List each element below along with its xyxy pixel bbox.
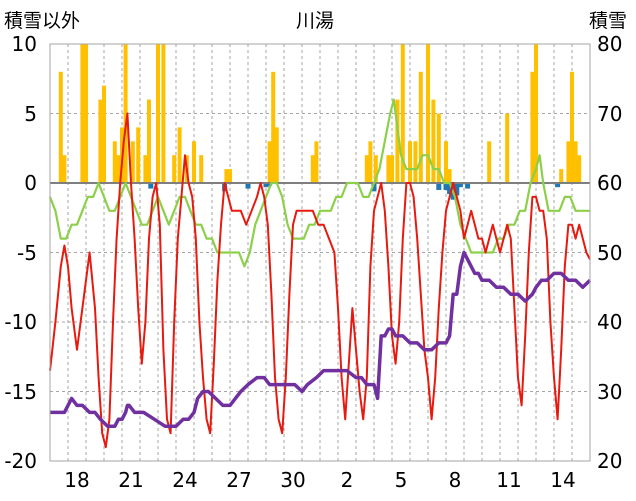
x-tick-label: 2 [340,468,354,492]
chart-title: 川湯 [296,10,335,32]
plot-frame [49,43,591,462]
sunshine-bar [263,183,269,188]
x-tick-label: 8 [448,468,462,492]
precipitation-bar [431,99,436,183]
x-tick-label: 11 [496,468,522,492]
left-tick-label: -5 [17,240,37,265]
precipitation-bar [130,141,135,183]
precipitation-bar [228,169,232,183]
sunshine-bar [457,183,463,188]
left-tick-label: 0 [24,171,37,195]
precipitation-bar [156,44,160,183]
precipitation-bar [400,44,405,183]
right-tick-label: 30 [597,379,623,404]
precipitation-bar [418,71,423,183]
precipitation-bar [570,71,574,183]
x-tick-label: 27 [226,468,252,492]
left-tick-label: -15 [4,379,37,404]
precipitation-bar [274,127,279,183]
right-tick-label: 40 [597,310,623,334]
right-axis-title: 積雪 [589,10,628,32]
precipitation-bar [390,155,394,183]
precipitation-bar [80,44,85,183]
sunshine-bar [447,183,453,195]
precipitation-bar [62,155,67,183]
right-tick-label: 70 [597,101,623,126]
precipitation-bar [577,155,582,183]
precipitation-bar [58,71,63,183]
precipitation-bar [530,71,535,183]
precipitation-bar [373,155,378,183]
right-tick-label: 60 [597,171,623,195]
x-tick-label: 14 [550,468,576,492]
precipitation-bar [123,44,128,183]
precipitation-bar [368,141,373,183]
precipitation-bar [102,85,106,183]
right-tick-label: 50 [597,240,623,265]
precipitation-bar [314,141,319,183]
snow-depth-line [50,250,592,429]
precipitation-bar [310,155,315,183]
x-tick-label: 30 [280,468,306,492]
sunshine-bar [454,183,460,196]
left-tick-label: 10 [11,32,37,56]
x-tick-label: 24 [172,468,198,492]
precipitation-bar [98,99,103,183]
left-tick-label: -20 [4,449,37,473]
precipitation-bar [224,169,229,183]
precipitation-bar [177,127,182,183]
precipitation-bar [408,141,412,183]
precipitation-bar [505,113,510,183]
sunshine-bar [443,183,449,190]
left-tick-label: -10 [4,310,37,334]
x-tick-label: 5 [394,468,408,492]
right-tick-label: 80 [597,32,623,56]
x-tick-label: 21 [118,468,144,492]
sunshine-bar [148,183,154,189]
precipitation-bar [566,141,571,183]
precipitation-bar [147,99,151,183]
precipitation-bar [143,155,148,183]
series-lines [48,98,592,449]
precipitation-bar [573,141,578,183]
x-tick-label: 18 [64,468,90,492]
sunshine-bars [148,183,561,200]
precipitation-bar [444,141,448,183]
precipitation-bar [559,169,564,183]
precipitation-bar [413,141,418,183]
precipitation-bar [112,141,117,183]
precipitation-bar [447,169,452,183]
precipitation-bar [84,44,88,183]
sunshine-bar [267,183,273,186]
precipitation-bar [267,141,272,183]
sunshine-bar [245,183,251,189]
precipitation-bar [199,155,204,183]
precipitation-bar [386,155,391,183]
precipitation-bar [271,71,276,183]
left-tick-label: 5 [24,101,37,126]
sunshine-bar [465,183,471,189]
precipitation-bar [192,141,196,183]
precipitation-bar [395,99,400,183]
precipitation-bar [172,155,177,183]
grid-lines [50,44,590,461]
precipitation-bar [161,44,166,183]
right-tick-label: 20 [597,449,623,473]
sunshine-bar [371,183,377,192]
left-axis-title: 積雪以外 [4,10,81,32]
precipitation-bar [534,44,538,183]
sunshine-bar [555,183,561,188]
precipitation-bar [116,155,121,183]
temperature-line [49,112,591,449]
precipitation-bar [136,127,141,183]
sunshine-bar [436,183,442,190]
precipitation-bar [487,141,492,183]
precipitation-bar [364,155,369,183]
precipitation-bar [426,44,430,183]
precipitation-bar [436,113,441,183]
